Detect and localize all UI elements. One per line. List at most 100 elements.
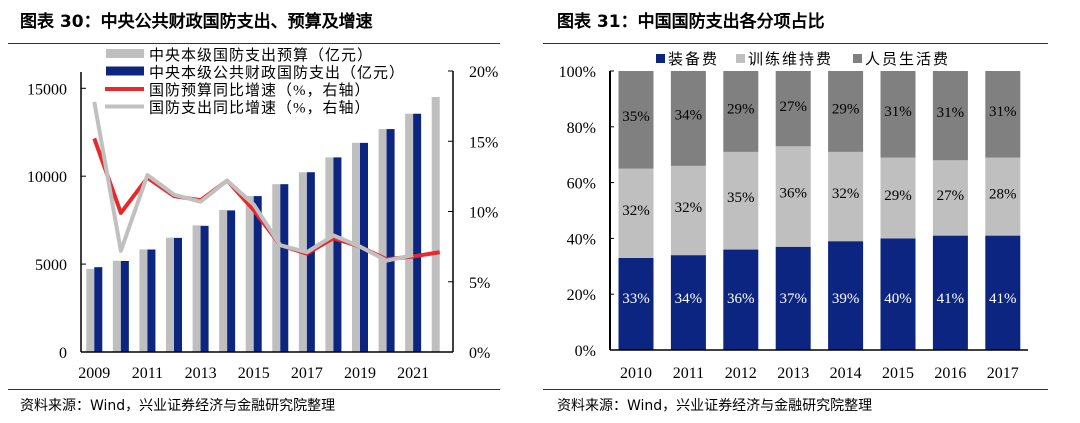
y-tick-label: 80% <box>567 120 596 137</box>
stacked-bar-segment <box>618 168 654 258</box>
y2-tick-label: 15% <box>469 134 498 151</box>
legend-swatch <box>736 54 745 63</box>
segment-label: 27% <box>779 99 807 115</box>
budget-bar <box>378 129 387 352</box>
expenditure-bar <box>174 237 182 352</box>
left-chart-title: 图表 30：中央公共财政国防支出、预算及增速 <box>20 12 373 32</box>
x-tick-label: 2017 <box>987 365 1019 382</box>
legend-label: 训练维持费 <box>748 51 833 68</box>
legend-swatch <box>656 54 665 63</box>
segment-label: 29% <box>884 188 912 204</box>
stacked-bar-segment <box>880 157 916 239</box>
y-tick-label: 40% <box>567 231 596 248</box>
x-tick-label: 2014 <box>830 365 862 382</box>
stacked-bar-segment <box>932 160 968 236</box>
stacked-bar-segment <box>775 71 811 147</box>
x-tick-label: 2015 <box>882 365 914 382</box>
x-tick-label: 2011 <box>673 365 704 382</box>
segment-label: 28% <box>989 187 1017 203</box>
stacked-bar-segment <box>723 151 759 250</box>
segment-label: 36% <box>727 291 755 307</box>
x-tick-label: 2017 <box>291 365 323 382</box>
budget-bar <box>166 237 174 352</box>
segment-label: 35% <box>727 190 755 206</box>
segment-label: 32% <box>622 203 650 219</box>
expenditure-bar <box>200 225 209 352</box>
budget-bar <box>192 225 201 352</box>
budget-bar <box>86 268 95 352</box>
y-tick-label: 0 <box>59 345 67 362</box>
segment-label: 33% <box>622 291 650 307</box>
stacked-bar-segment <box>670 255 706 350</box>
legend-label: 人员生活费 <box>865 51 950 68</box>
expenditure-bar <box>120 261 129 352</box>
segment-label: 29% <box>832 101 860 117</box>
x-tick-label: 2021 <box>397 365 429 382</box>
x-tick-label: 2016 <box>934 365 966 382</box>
segment-label: 37% <box>779 291 807 307</box>
segment-label: 31% <box>884 104 912 120</box>
segment-label: 32% <box>832 186 860 202</box>
stacked-bar-segment <box>723 71 759 152</box>
legend-swatch <box>106 49 144 58</box>
expenditure-growth-line <box>92 101 414 263</box>
x-tick-label: 2013 <box>777 365 809 382</box>
legend-label: 国防预算同比增速（%，右轴） <box>149 81 371 99</box>
stacked-bar-segment <box>880 238 916 350</box>
x-tick-label: 2013 <box>185 365 217 382</box>
expenditure-bar <box>413 113 422 353</box>
expenditure-bar <box>280 184 289 352</box>
stacked-bar-segment <box>880 71 916 158</box>
x-tick-label: 2019 <box>344 365 376 382</box>
stacked-bar-segment <box>618 71 654 169</box>
x-tick-label: 2010 <box>620 365 652 382</box>
budget-bar <box>139 249 148 352</box>
left-source-note: 资料来源：Wind，兴业证券经济与金融研究院整理 <box>20 398 336 414</box>
segment-label: 31% <box>937 105 965 121</box>
y-tick-label: 5000 <box>35 257 67 274</box>
budget-bar <box>272 184 281 352</box>
segment-label: 36% <box>779 186 807 202</box>
stacked-bar-segment <box>932 235 968 350</box>
x-tick-label: 2015 <box>238 365 270 382</box>
stacked-bar-segment <box>985 71 1021 158</box>
right-source-note: 资料来源：Wind，兴业证券经济与金融研究院整理 <box>557 398 873 414</box>
stacked-bar-segment <box>618 257 654 350</box>
stacked-bar-segment <box>723 249 759 350</box>
segment-label: 41% <box>989 291 1017 307</box>
legend-label: 中央本级国防支出预算（亿元） <box>149 46 373 64</box>
stacked-bar-segment <box>775 146 811 247</box>
budget-bar <box>405 113 414 353</box>
right-chart-title: 图表 31：中国国防支出各分项占比 <box>557 12 825 32</box>
stacked-bar-segment <box>670 71 706 166</box>
segment-label: 40% <box>884 291 912 307</box>
y-tick-label: 15000 <box>27 81 67 98</box>
y2-tick-label: 20% <box>469 64 498 81</box>
expenditure-bar <box>147 249 156 352</box>
y2-tick-label: 5% <box>469 275 490 292</box>
stacked-bar-segment <box>775 246 811 350</box>
budget-bar <box>298 172 307 352</box>
y-tick-label: 20% <box>567 287 596 304</box>
expenditure-bar <box>94 267 103 352</box>
stacked-bar-segment <box>985 235 1021 350</box>
legend-label: 国防支出同比增速（%，右轴） <box>149 100 371 117</box>
expenditure-bar <box>333 157 342 352</box>
y-tick-label: 0% <box>575 343 596 360</box>
segment-label: 39% <box>832 291 860 307</box>
stacked-bar-segment <box>828 241 864 350</box>
y-tick-label: 10000 <box>27 169 67 186</box>
expenditure-bar <box>253 196 262 352</box>
budget-bar <box>112 260 121 352</box>
budget-bar <box>325 157 334 352</box>
left-top-divider <box>8 43 500 44</box>
segment-label: 27% <box>937 188 965 204</box>
segment-label: 35% <box>622 109 650 125</box>
y-tick-label: 100% <box>559 64 596 81</box>
x-tick-label: 2011 <box>132 365 163 382</box>
right-top-divider <box>543 43 1048 44</box>
x-tick-label: 2012 <box>725 365 757 382</box>
segment-label: 41% <box>937 291 965 307</box>
